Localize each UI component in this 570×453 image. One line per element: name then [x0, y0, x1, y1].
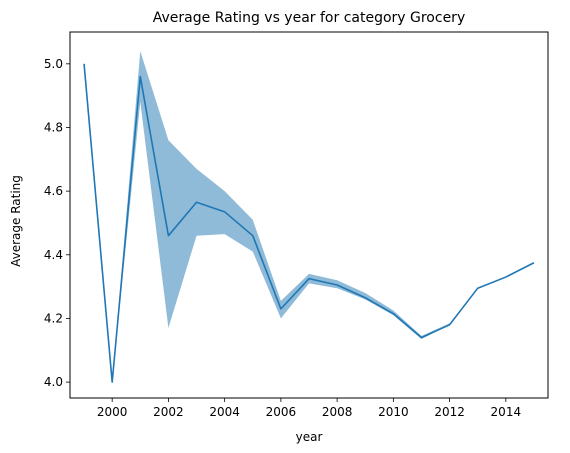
series-line-layer [83, 63, 535, 383]
y-tick-label: 4.2 [44, 311, 63, 325]
chart-title: Average Rating vs year for category Groc… [153, 10, 465, 26]
x-tick-label: 2008 [322, 405, 353, 419]
x-tick-label: 2004 [209, 405, 240, 419]
x-tick-label: 2010 [378, 405, 409, 419]
y-tick-label: 4.4 [44, 248, 63, 262]
confidence-band [84, 51, 534, 383]
x-tick-label: 2002 [153, 405, 184, 419]
x-axis: 2000 2002 2004 2006 2008 2010 2012 2014 [97, 398, 521, 419]
y-tick-label: 4.6 [44, 184, 63, 198]
x-tick-label: 2012 [434, 405, 465, 419]
y-axis: 4.0 4.2 4.4 4.6 4.8 5.0 [44, 57, 70, 389]
x-tick-label: 2000 [97, 405, 128, 419]
y-tick-label: 5.0 [44, 57, 63, 71]
x-axis-label: year [296, 430, 323, 444]
x-tick-label: 2006 [266, 405, 297, 419]
y-tick-label: 4.8 [44, 120, 63, 134]
y-axis-label: Average Rating [9, 175, 23, 267]
y-tick-label: 4.0 [44, 375, 63, 389]
confidence-band-layer [84, 51, 534, 383]
series-line [83, 63, 535, 383]
plot-frame [69, 31, 549, 399]
x-tick-label: 2014 [491, 405, 522, 419]
